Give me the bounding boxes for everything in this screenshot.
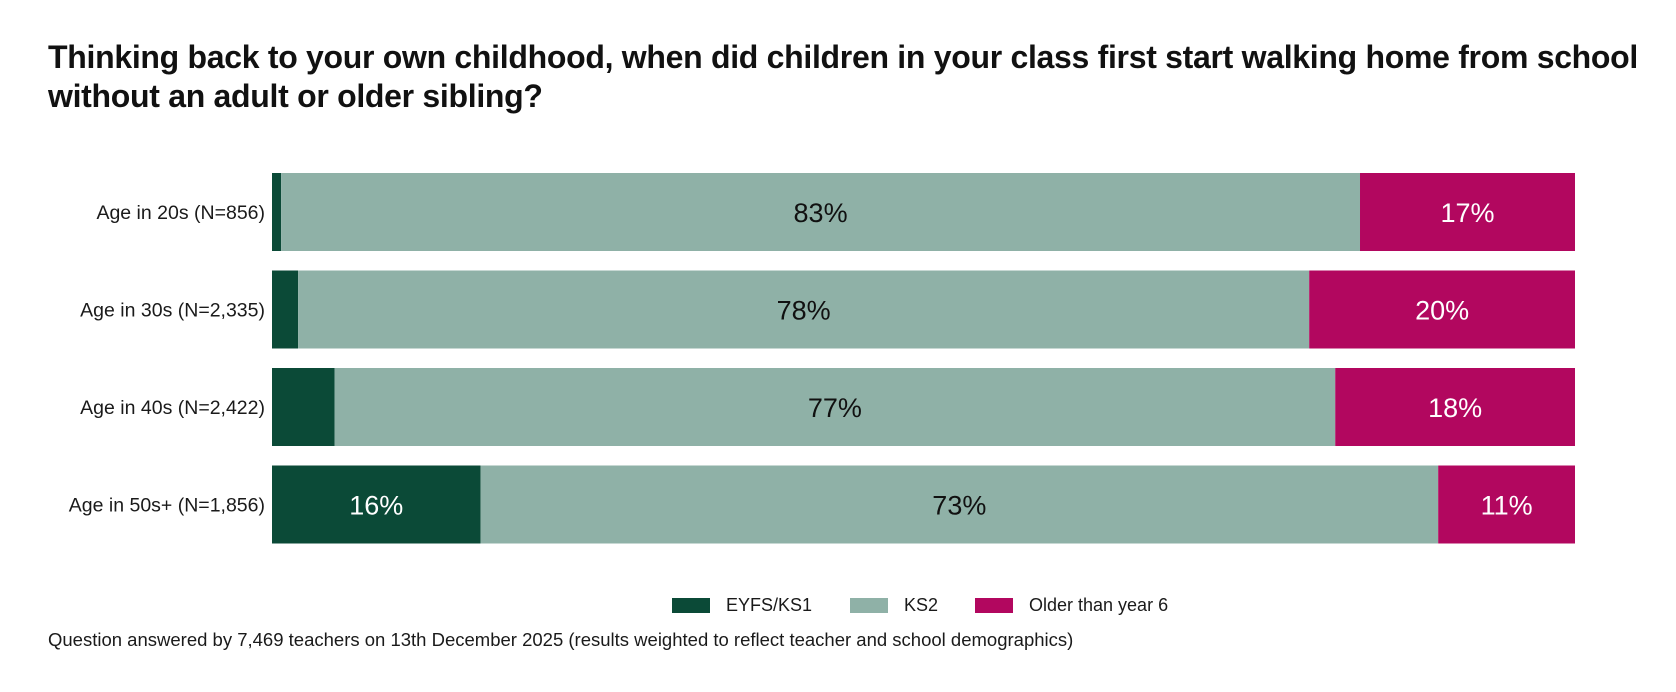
footnote: Question answered by 7,469 teachers on 1… [48, 629, 1074, 650]
bar-segment [1438, 465, 1575, 544]
data-label: 73% [932, 491, 986, 521]
data-label: 18% [1428, 393, 1482, 423]
bar-segment [272, 368, 335, 446]
legend-swatch-eyfs-ks1 [672, 597, 710, 613]
bar-segment [334, 368, 1336, 446]
legend-swatch-older-than-year-6 [975, 597, 1013, 613]
legend-label-eyfs-ks1: EYFS/KS1 [726, 594, 813, 615]
bar-segment [272, 270, 299, 349]
chart-title: Thinking back to your own childhood, whe… [48, 39, 1639, 114]
data-label: 77% [808, 393, 862, 423]
bar-segment [1335, 368, 1575, 446]
category-label: Age in 50s+ (N=1,856) [69, 495, 265, 517]
bar-segment [1309, 270, 1575, 349]
category-label: Age in 20s (N=856) [96, 202, 265, 224]
legend-item-ks2: KS2 [850, 593, 938, 617]
legend-label-older-than-year-6: Older than year 6 [1029, 594, 1169, 615]
bar-segment [281, 173, 1361, 251]
data-label: 78% [777, 296, 831, 326]
bar-segment [1360, 173, 1575, 251]
data-label: 83% [794, 198, 848, 228]
bar-segment [480, 465, 1439, 544]
category-label: Age in 40s (N=2,422) [80, 397, 265, 419]
legend-item-older-than-year-6: Older than year 6 [975, 593, 1168, 617]
legend-item-eyfs-ks1: EYFS/KS1 [672, 593, 812, 617]
category-label: Age in 30s (N=2,335) [80, 300, 265, 322]
bar-segment [298, 270, 1310, 349]
legend-label-ks2: KS2 [904, 594, 939, 615]
bar-segment [272, 465, 481, 544]
data-label: 11% [1481, 491, 1533, 521]
data-label: 16% [349, 491, 403, 521]
data-label: 20% [1415, 296, 1469, 326]
bar-segment [272, 173, 282, 251]
legend-swatch-ks2 [850, 597, 888, 613]
data-label: 17% [1440, 198, 1494, 228]
chart-legend: EYFS/KS1 KS2 Older than year 6 [0, 593, 1676, 617]
